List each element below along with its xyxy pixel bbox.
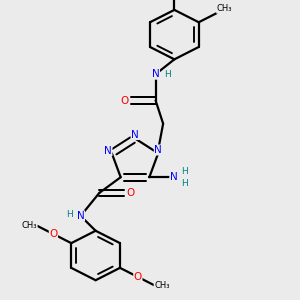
Text: O: O bbox=[126, 188, 135, 198]
Text: N: N bbox=[154, 145, 162, 155]
Text: H: H bbox=[66, 210, 73, 219]
Text: N: N bbox=[170, 172, 178, 182]
Text: O: O bbox=[49, 229, 58, 239]
Text: CH₃: CH₃ bbox=[217, 4, 232, 13]
Text: H: H bbox=[181, 167, 188, 176]
Text: N: N bbox=[131, 130, 139, 140]
Text: N: N bbox=[77, 211, 85, 221]
Text: N: N bbox=[152, 69, 160, 79]
Text: N: N bbox=[104, 146, 112, 156]
Text: CH₃: CH₃ bbox=[154, 281, 170, 290]
Text: H: H bbox=[164, 70, 171, 79]
Text: CH₃: CH₃ bbox=[22, 221, 37, 230]
Text: H: H bbox=[181, 179, 188, 188]
Text: O: O bbox=[134, 272, 142, 282]
Text: O: O bbox=[120, 95, 129, 106]
